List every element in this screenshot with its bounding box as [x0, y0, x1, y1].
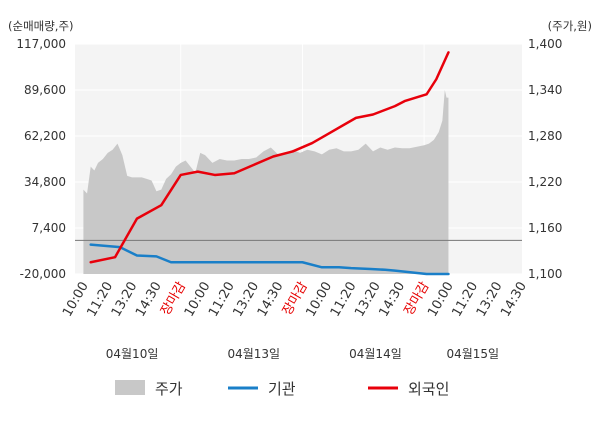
- legend-label: 기관: [268, 380, 296, 398]
- y-right-tick-label: 1,220: [528, 175, 562, 189]
- price-area: [83, 90, 449, 274]
- legend-label: 주가: [155, 380, 183, 398]
- legend-label: 외국인: [408, 380, 449, 398]
- y-left-tick-label: -20,000: [20, 267, 66, 281]
- lines-layer: [89, 51, 450, 276]
- legend-swatch-area: [115, 380, 145, 395]
- left-axis-unit: (순매매량,주): [8, 19, 74, 33]
- y-left-tick-label: 89,600: [24, 83, 66, 97]
- y-right-tick-label: 1,400: [528, 37, 562, 51]
- foreigner-line: [89, 51, 450, 264]
- y-right-tick-label: 1,160: [528, 221, 562, 235]
- date-label: 04월14일: [349, 347, 402, 361]
- date-label: 04월13일: [227, 347, 280, 361]
- y-right-tick-label: 1,280: [528, 129, 562, 143]
- institution-line: [89, 243, 450, 276]
- right-axis-unit: (주가,원): [548, 19, 592, 33]
- y-right-tick-label: 1,100: [528, 267, 562, 281]
- y-right-tick-label: 1,340: [528, 83, 562, 97]
- y-left-tick-label: 34,800: [24, 175, 66, 189]
- legend: 주가 기관 외국인: [115, 380, 449, 398]
- right-axis-ticks: 1,400 1,340 1,280 1,220 1,160 1,100: [528, 37, 562, 281]
- date-label: 04월15일: [446, 347, 499, 361]
- x-axis-ticks: 10:0011:2013:2014:30장마감10:0011:2013:2014…: [60, 279, 530, 319]
- price-area-layer: [75, 90, 522, 274]
- y-left-tick-label: 62,200: [24, 129, 66, 143]
- y-left-tick-label: 117,000: [16, 37, 66, 51]
- y-left-tick-label: 7,400: [32, 221, 66, 235]
- date-label: 04월10일: [106, 347, 159, 361]
- left-axis-ticks: 117,000 89,600 62,200 34,800 7,400 -20,000: [16, 37, 66, 281]
- date-labels: 04월10일 04월13일 04월14일 04월15일: [106, 347, 499, 361]
